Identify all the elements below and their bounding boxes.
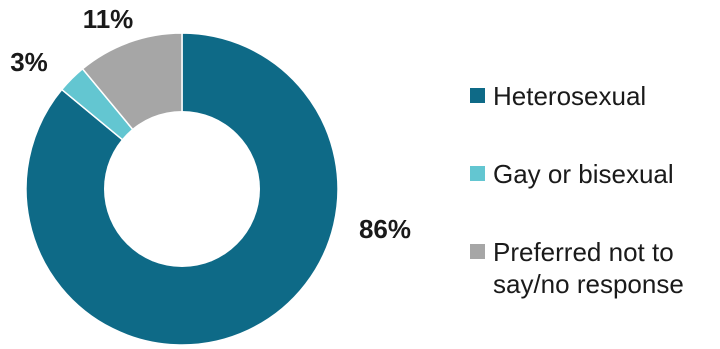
label-heterosexual: 86% xyxy=(359,214,411,244)
legend-swatch-preferred-not-to-say xyxy=(470,244,485,259)
legend-swatch-heterosexual xyxy=(470,88,485,103)
legend-label-line-1: Preferred not to xyxy=(493,237,674,267)
legend-item-preferred-not-to-say: Preferred not to say/no response xyxy=(470,236,684,300)
legend-label-gay-or-bisexual: Gay or bisexual xyxy=(493,159,674,189)
legend-item-gay-or-bisexual: Gay or bisexual xyxy=(470,158,674,190)
legend-label-heterosexual: Heterosexual xyxy=(493,81,647,111)
label-gay-or-bisexual: 3% xyxy=(10,47,48,77)
label-preferred-not-to-say: 11% xyxy=(83,4,134,34)
legend-item-heterosexual: Heterosexual xyxy=(470,80,646,112)
legend-swatch-gay-or-bisexual xyxy=(470,166,485,181)
donut-chart: 86% 3% 11% xyxy=(10,4,411,346)
donut-hole xyxy=(104,111,260,267)
legend-label-line-2: say/no response xyxy=(493,269,684,299)
legend-label-preferred-not-to-say: Preferred not to say/no response xyxy=(493,236,684,300)
